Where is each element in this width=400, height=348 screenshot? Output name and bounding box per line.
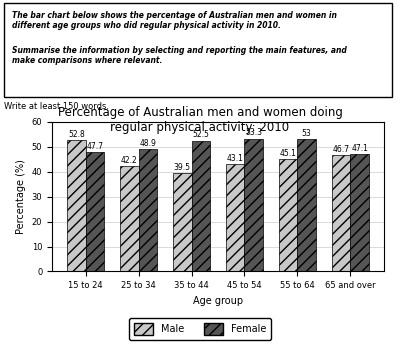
Text: 45.1: 45.1 bbox=[280, 149, 296, 158]
Text: 46.7: 46.7 bbox=[333, 145, 350, 154]
Text: 47.1: 47.1 bbox=[351, 144, 368, 153]
Text: 53.3: 53.3 bbox=[245, 128, 262, 137]
Text: The bar chart below shows the percentage of Australian men and women in
differen: The bar chart below shows the percentage… bbox=[12, 11, 337, 30]
Bar bbox=[226, 164, 244, 271]
Text: 43.1: 43.1 bbox=[227, 154, 244, 163]
Bar bbox=[279, 159, 298, 271]
Text: 52.8: 52.8 bbox=[68, 129, 85, 139]
Bar bbox=[67, 140, 86, 271]
Bar bbox=[332, 155, 350, 271]
Bar bbox=[86, 152, 104, 271]
Bar bbox=[138, 150, 157, 271]
Text: 48.9: 48.9 bbox=[140, 139, 156, 148]
X-axis label: Age group: Age group bbox=[193, 296, 243, 306]
Text: Write at least 150 words.: Write at least 150 words. bbox=[4, 102, 109, 111]
Bar bbox=[173, 173, 192, 271]
Text: 39.5: 39.5 bbox=[174, 163, 191, 172]
Bar bbox=[120, 166, 138, 271]
Y-axis label: Percentage (%): Percentage (%) bbox=[16, 159, 26, 234]
Text: Summarise the information by selecting and reporting the main features, and
make: Summarise the information by selecting a… bbox=[12, 46, 347, 65]
Legend: Male, Female: Male, Female bbox=[129, 318, 271, 340]
Text: 42.2: 42.2 bbox=[121, 156, 138, 165]
Text: 52.5: 52.5 bbox=[192, 130, 209, 139]
FancyBboxPatch shape bbox=[4, 3, 392, 97]
Bar bbox=[350, 154, 369, 271]
Text: Percentage of Australian men and women doing
regular physical activity: 2010: Percentage of Australian men and women d… bbox=[58, 106, 342, 134]
Text: 53: 53 bbox=[302, 129, 312, 138]
Bar bbox=[298, 139, 316, 271]
Bar bbox=[192, 141, 210, 271]
Bar bbox=[244, 139, 263, 271]
Text: 47.7: 47.7 bbox=[86, 142, 103, 151]
